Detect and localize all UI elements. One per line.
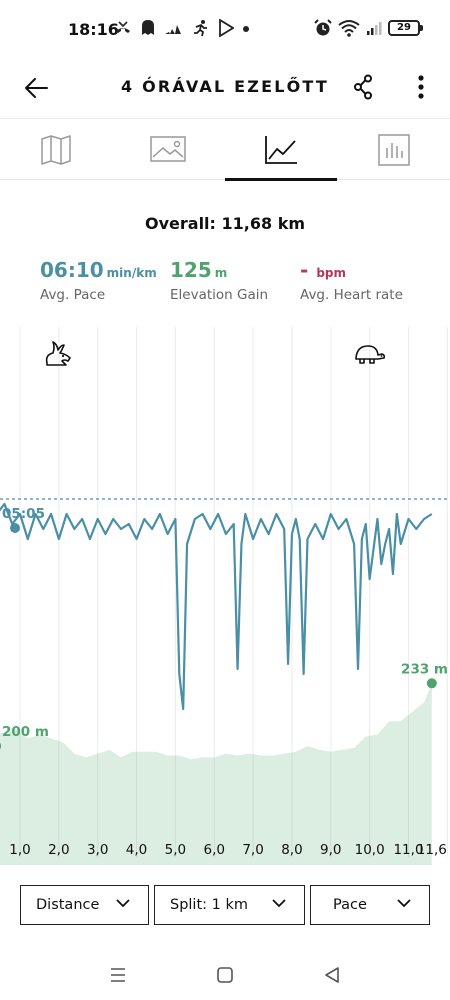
stat-elevation-gain: 125 m Elevation Gain [170, 258, 268, 303]
adidas-icon [165, 25, 181, 34]
recent-apps-button[interactable] [105, 962, 131, 988]
pace-elevation-chart[interactable]: 200 m 233 m 05:05 1,0 2,0 3,0 4,0 5,0 6,0 7,0 8,… [0, 327, 450, 865]
back-icon [325, 967, 339, 983]
signal-icon [367, 22, 382, 35]
chevron-down-icon [397, 899, 411, 908]
x-tick-label: 7,0 [242, 842, 263, 858]
system-status-icons: 29 [314, 19, 423, 37]
elevation-start-dot [0, 742, 2, 750]
rabbit-icon [45, 341, 71, 366]
x-tick-label: 9,0 [320, 842, 341, 858]
x-axis-selector[interactable]: Distance [20, 885, 149, 925]
x-axis-ticks: 1,0 2,0 3,0 4,0 5,0 6,0 7,0 8,0 9,0 10,0 11,011,6 [9, 842, 447, 858]
share-button[interactable] [346, 68, 382, 106]
x-tick-label: 2,0 [48, 842, 69, 858]
dot-icon [243, 26, 249, 32]
x-tick-label: 3,0 [87, 842, 108, 858]
best-pace-label: 05:05 [2, 506, 45, 522]
x-tick-label: 1,0 [9, 842, 30, 858]
x-tick-label: 5,0 [165, 842, 186, 858]
elevation-area [0, 683, 450, 865]
app-header: 4 ÓRÁVAL EZELŐTT [0, 60, 450, 116]
heart-rate-label: Avg. Heart rate [300, 287, 403, 303]
home-button[interactable] [212, 962, 238, 988]
tab-splits[interactable] [338, 119, 450, 180]
more-vertical-icon [418, 75, 424, 99]
back-button[interactable] [18, 70, 54, 106]
avg-pace-value: 06:10 [40, 258, 104, 282]
heart-rate-unit: bpm [316, 266, 346, 280]
ghost-app-icon [142, 20, 154, 35]
status-bar: 18:16 [0, 0, 450, 60]
x-tick-label: 8,0 [281, 842, 302, 858]
alarm-icon [314, 19, 332, 36]
tab-map[interactable] [0, 119, 112, 180]
status-time: 18:16 [68, 20, 119, 39]
chevron-down-icon [272, 899, 286, 908]
back-nav-button[interactable] [319, 962, 345, 988]
best-pace-dot [10, 523, 20, 533]
wifi-icon [338, 20, 360, 37]
avg-pace-label: Avg. Pace [40, 287, 106, 303]
battery-icon: 29 [388, 20, 423, 36]
runner-icon [194, 20, 207, 37]
more-menu-button[interactable] [406, 68, 436, 106]
bar-chart-icon [378, 133, 410, 166]
map-icon [41, 134, 71, 165]
elevation-end-label: 233 m [401, 661, 448, 677]
notification-icons [114, 19, 250, 37]
chevron-down-icon [116, 899, 130, 908]
pace-line [0, 502, 433, 711]
elevation-series: 200 m 233 m [0, 661, 450, 865]
metric-selector[interactable]: Pace [310, 885, 430, 925]
elevation-start-label: 200 m [2, 724, 49, 740]
avg-pace-unit: min/km [106, 266, 157, 280]
tab-photos[interactable] [112, 119, 224, 180]
elevation-gain-unit: m [214, 266, 228, 280]
play-store-icon [219, 19, 234, 37]
x-tick-label: 4,0 [126, 842, 147, 858]
split-selector[interactable]: Split: 1 km [154, 885, 305, 925]
heart-rate-value: - [300, 258, 309, 282]
chart-svg: 200 m 233 m 05:05 1,0 2,0 3,0 4,0 5,0 6,0 7,0 8,… [0, 327, 450, 865]
x-tick-label: 10,0 [355, 842, 385, 858]
recent-apps-icon [111, 968, 125, 982]
page-title: 4 ÓRÁVAL EZELŐTT [120, 77, 330, 96]
stat-avg-pace: 06:10 min/km Avg. Pace [40, 258, 157, 303]
x-tick-label: 11,6 [417, 842, 447, 858]
elevation-gain-label: Elevation Gain [170, 287, 269, 303]
arrow-left-icon [25, 78, 48, 98]
chart-grid [19, 327, 448, 857]
home-icon [217, 967, 233, 983]
line-chart-icon [265, 135, 297, 164]
tab-charts[interactable] [225, 119, 337, 181]
metric-selector-label: Pace [333, 897, 367, 913]
pace-series: 05:05 [0, 498, 450, 711]
share-icon [354, 74, 372, 100]
x-axis-selector-label: Distance [36, 897, 100, 913]
image-icon [150, 135, 186, 162]
tab-bar [0, 118, 450, 181]
elevation-gain-value: 125 [170, 258, 212, 282]
elevation-end-dot [426, 678, 437, 689]
stat-avg-heart-rate: - bpm Avg. Heart rate [300, 258, 403, 303]
x-tick-label: 11,0 [393, 842, 423, 858]
turtle-icon [355, 345, 386, 364]
system-nav-bar [0, 950, 450, 1000]
split-selector-label: Split: 1 km [170, 897, 249, 913]
x-tick-label: 6,0 [204, 842, 225, 858]
missed-call-icon [116, 21, 130, 33]
overall-distance: Overall: 11,68 km [145, 214, 305, 233]
